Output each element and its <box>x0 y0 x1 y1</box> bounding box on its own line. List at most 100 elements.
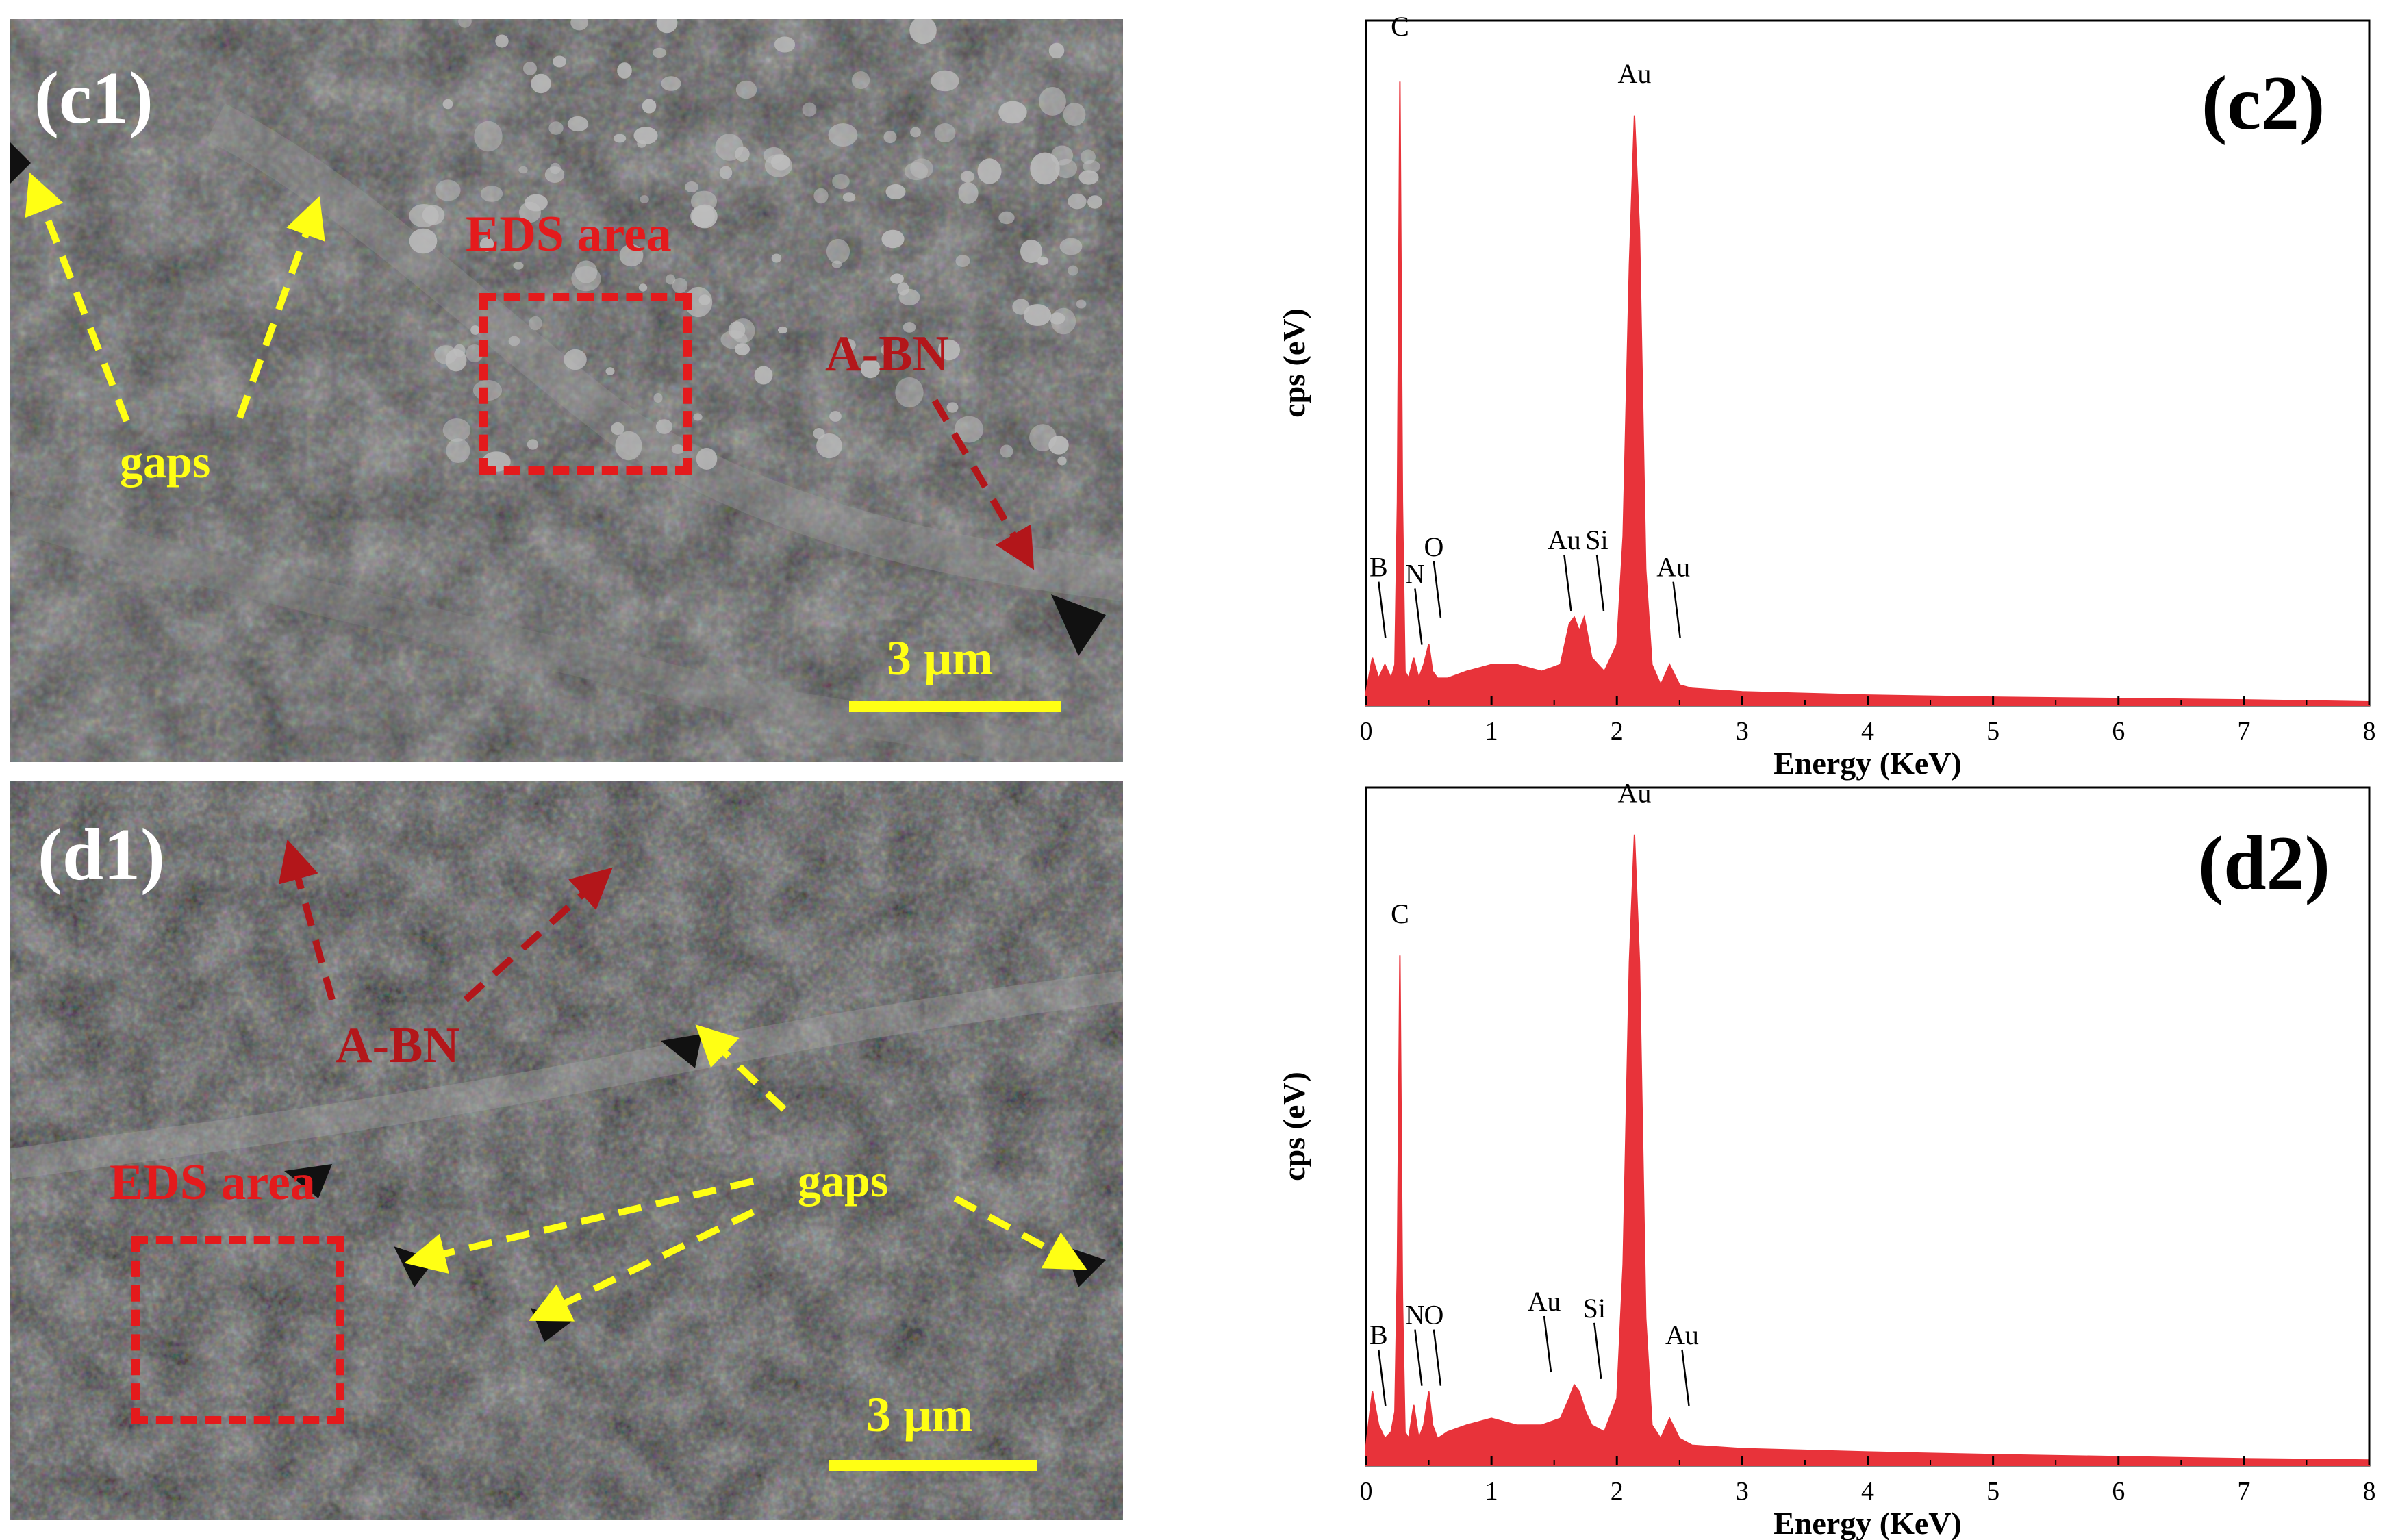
particle <box>903 322 916 333</box>
particle <box>611 422 624 436</box>
particle <box>802 102 817 117</box>
particle <box>851 71 870 89</box>
particle <box>960 171 975 183</box>
peak-label: C <box>1391 11 1409 42</box>
gaps-label-d1: gaps <box>798 1154 889 1207</box>
particle <box>731 318 755 343</box>
particle <box>816 433 842 459</box>
spectrum-area <box>1365 834 2370 1466</box>
x-tick-label: 1 <box>1485 1477 1498 1506</box>
peak-label: O <box>1424 531 1443 562</box>
particle <box>977 158 1002 184</box>
particle <box>881 229 905 249</box>
abn-label-d1: A-BN <box>336 1018 459 1074</box>
particle <box>692 204 718 229</box>
particle <box>527 439 539 450</box>
particle <box>548 121 564 135</box>
particle <box>883 130 897 144</box>
peak-pointer <box>1681 1349 1690 1406</box>
particle <box>826 238 850 264</box>
particle <box>1039 87 1066 116</box>
particle <box>653 393 663 403</box>
particle <box>770 154 791 171</box>
particle <box>571 266 601 292</box>
particle <box>832 173 850 190</box>
peak-pointer <box>1414 1329 1423 1386</box>
particle <box>735 343 750 355</box>
particle <box>754 366 773 385</box>
particle <box>1000 444 1013 458</box>
particle <box>474 121 503 152</box>
x-tick-label: 1 <box>1485 717 1498 746</box>
particle <box>735 80 757 99</box>
peak-label: Si <box>1585 525 1608 555</box>
particle <box>453 344 466 357</box>
eds-area-box-d1 <box>131 1236 344 1424</box>
particle <box>938 339 960 361</box>
particle <box>860 358 881 379</box>
peak-label: B <box>1370 552 1388 583</box>
particle <box>1068 193 1087 210</box>
x-tick-label: 5 <box>1986 717 1999 746</box>
particle <box>1048 436 1069 455</box>
particle <box>715 134 744 161</box>
particle <box>1068 265 1078 276</box>
particle <box>1078 170 1099 185</box>
particle <box>523 62 537 75</box>
particle <box>958 182 979 204</box>
panel-label-c1: (c1) <box>34 58 153 139</box>
particle <box>495 34 509 48</box>
particle <box>617 62 632 79</box>
particle <box>466 344 483 362</box>
scale-bar-d1 <box>829 1460 1037 1471</box>
particle <box>508 336 520 346</box>
x-tick-label: 2 <box>1611 1477 1624 1506</box>
particle <box>446 438 470 463</box>
particle <box>910 127 921 138</box>
particle <box>652 47 667 58</box>
x-tick-label: 7 <box>2237 717 2250 746</box>
particle <box>637 140 646 148</box>
particle <box>813 428 825 439</box>
particle <box>1081 149 1096 164</box>
particle <box>640 195 649 203</box>
peak-pointer <box>1414 588 1423 645</box>
particle <box>1063 103 1086 126</box>
particle <box>1059 238 1083 255</box>
scale-label-c1: 3 µm <box>887 631 994 685</box>
x-tick-label: 2 <box>1611 717 1624 746</box>
x-tick-label: 0 <box>1360 717 1373 746</box>
peak-label: Au <box>1656 552 1690 583</box>
panel-label-d1: (d1) <box>38 814 165 896</box>
peak-label: C <box>1391 898 1409 929</box>
peak-pointer <box>1433 1329 1442 1386</box>
x-tick-label: 0 <box>1360 1477 1373 1506</box>
spectrum-area <box>1365 81 2370 706</box>
particle <box>619 244 644 267</box>
particle <box>564 349 587 370</box>
particle <box>897 282 909 296</box>
eds-area-label-c1: EDS area <box>466 206 672 262</box>
particle <box>613 134 627 143</box>
particle <box>693 413 703 421</box>
particle <box>696 448 718 470</box>
particle <box>685 181 698 192</box>
eds-chart-svg-d2: 0 1 2 3 4 5 6 7 8 Energy (KeV) cps (eV) C Au BNO Au Si A… <box>1276 778 2376 1540</box>
peak-pointer <box>1593 1322 1602 1379</box>
eds-spectrum-d2: 0 1 2 3 4 5 6 7 8 Energy (KeV) cps (eV) C Au B N O Au Si A… <box>1263 778 2376 1540</box>
particle <box>998 211 1015 225</box>
sem-image-c1 <box>10 19 1123 762</box>
particle <box>881 344 893 356</box>
particle <box>531 73 551 94</box>
particle <box>553 55 566 68</box>
particle <box>910 158 933 179</box>
peak-pointer <box>1563 554 1572 611</box>
particle <box>550 162 561 175</box>
particle <box>409 204 439 227</box>
peak-pointer <box>1595 554 1605 611</box>
particle <box>642 99 657 114</box>
particle <box>1037 256 1049 266</box>
eds-area-label-d1: EDS area <box>110 1154 316 1211</box>
particle <box>774 36 796 53</box>
